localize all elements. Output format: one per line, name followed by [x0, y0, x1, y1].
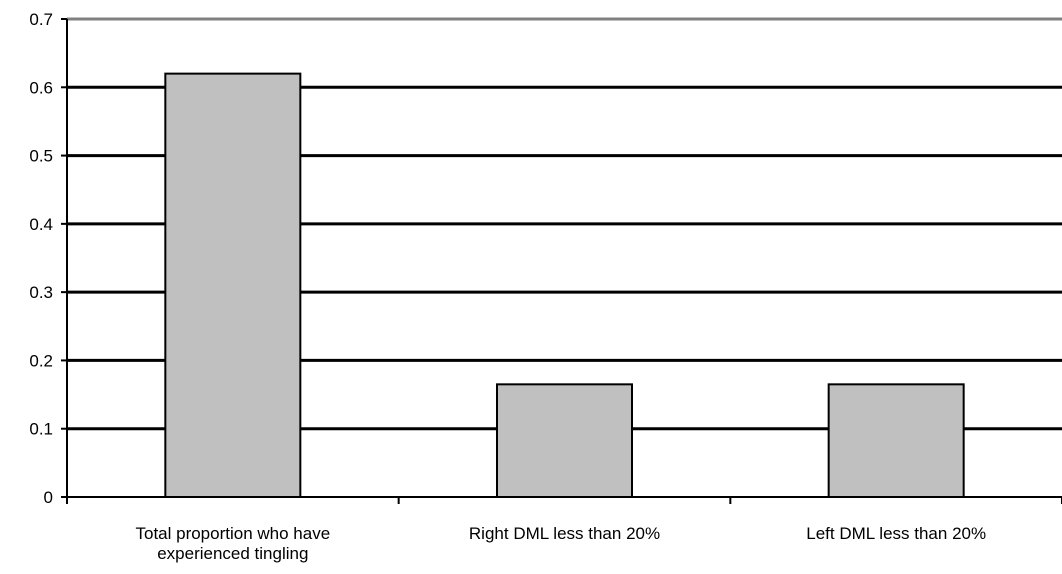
bars — [164, 72, 965, 499]
y-tick-label: 0.3 — [29, 283, 53, 302]
labels: 0 0.1 0.2 0.3 0.4 0.5 0.6 0.7 Total proportion w… — [29, 10, 986, 563]
y-tick-label: 0 — [44, 488, 53, 507]
x-category-label-line: Right DML less than 20% — [469, 524, 660, 543]
y-tick-label: 0.2 — [29, 351, 53, 370]
bar — [496, 383, 633, 499]
axes — [61, 18, 1062, 504]
x-category-label: Left DML less than 20% — [806, 524, 986, 543]
y-tick-label: 0.7 — [29, 10, 53, 29]
x-category-label-line: Left DML less than 20% — [806, 524, 986, 543]
x-category-label: Total proportion who have experienced tin… — [135, 524, 330, 563]
x-category-label-line: experienced tingling — [157, 544, 308, 563]
x-category-label: Right DML less than 20% — [469, 524, 660, 543]
x-category-label-line: Total proportion who have — [135, 524, 330, 543]
bar — [164, 72, 302, 498]
y-tick-label: 0.1 — [29, 420, 53, 439]
y-tick-label: 0.4 — [29, 215, 53, 234]
y-tick-label: 0.6 — [29, 78, 53, 97]
y-tick-label: 0.5 — [29, 147, 53, 166]
bar — [827, 383, 965, 499]
